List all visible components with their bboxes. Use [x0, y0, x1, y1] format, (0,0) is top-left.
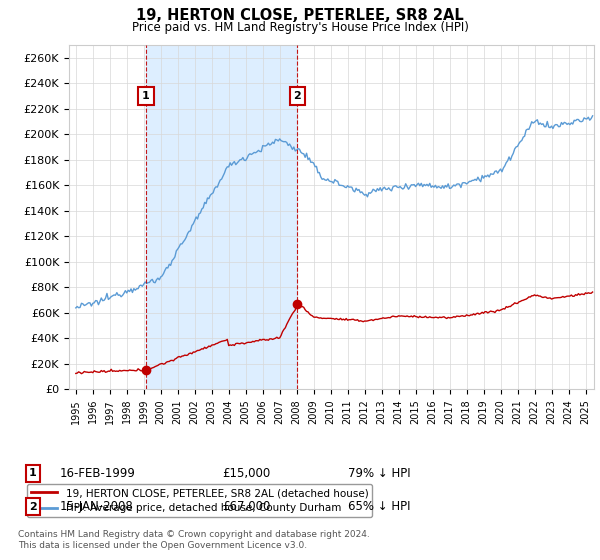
Legend: 19, HERTON CLOSE, PETERLEE, SR8 2AL (detached house), HPI: Average price, detach: 19, HERTON CLOSE, PETERLEE, SR8 2AL (det… [27, 484, 373, 517]
Text: Price paid vs. HM Land Registry's House Price Index (HPI): Price paid vs. HM Land Registry's House … [131, 21, 469, 34]
Text: 2: 2 [29, 502, 37, 512]
Text: £15,000: £15,000 [222, 466, 270, 480]
Text: This data is licensed under the Open Government Licence v3.0.: This data is licensed under the Open Gov… [18, 541, 307, 550]
Text: 2: 2 [293, 91, 301, 101]
Text: 1: 1 [29, 468, 37, 478]
Text: 65% ↓ HPI: 65% ↓ HPI [348, 500, 410, 514]
Text: 79% ↓ HPI: 79% ↓ HPI [348, 466, 410, 480]
Bar [146, 45, 298, 389]
Text: 15-JAN-2008: 15-JAN-2008 [60, 500, 134, 514]
Text: 1: 1 [142, 91, 149, 101]
Text: 16-FEB-1999: 16-FEB-1999 [60, 466, 136, 480]
Text: Contains HM Land Registry data © Crown copyright and database right 2024.: Contains HM Land Registry data © Crown c… [18, 530, 370, 539]
Text: £67,000: £67,000 [222, 500, 271, 514]
Text: 19, HERTON CLOSE, PETERLEE, SR8 2AL: 19, HERTON CLOSE, PETERLEE, SR8 2AL [136, 8, 464, 24]
